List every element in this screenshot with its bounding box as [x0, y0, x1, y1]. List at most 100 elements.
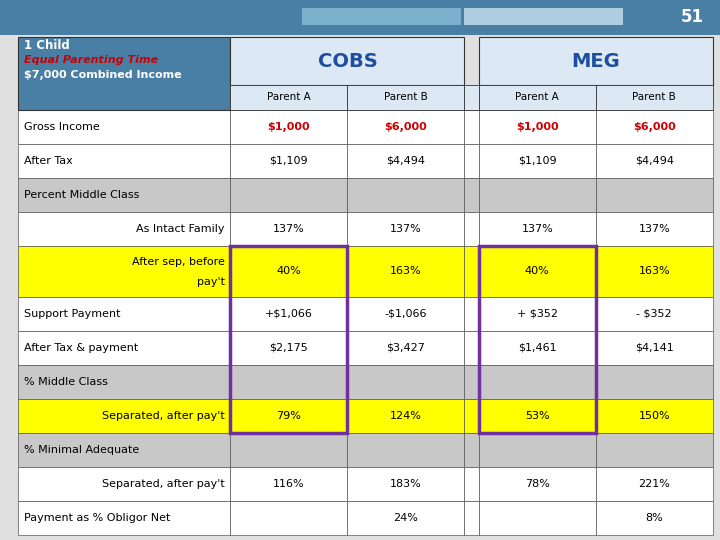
Bar	[302, 8, 461, 25]
Text: 124%: 124%	[390, 410, 422, 421]
Bar	[464, 330, 479, 365]
Bar	[230, 399, 347, 433]
Bar	[479, 178, 596, 212]
Text: 183%: 183%	[390, 478, 422, 489]
Bar	[230, 212, 347, 246]
Bar	[230, 296, 347, 330]
Bar	[479, 246, 596, 296]
Bar	[479, 144, 596, 178]
Bar	[479, 501, 596, 535]
Bar	[18, 212, 230, 246]
Bar	[347, 296, 464, 330]
Bar	[596, 399, 713, 433]
Bar	[596, 467, 713, 501]
Bar	[230, 467, 347, 501]
Bar	[18, 178, 230, 212]
Bar	[479, 85, 596, 110]
Bar	[230, 364, 347, 399]
Text: % Middle Class: % Middle Class	[24, 376, 107, 387]
Bar	[347, 144, 464, 178]
Bar	[347, 399, 464, 433]
Text: 163%: 163%	[390, 266, 422, 276]
Bar	[596, 433, 713, 467]
Bar	[18, 467, 230, 501]
Bar	[18, 330, 230, 365]
Text: % Minimal Adequate: % Minimal Adequate	[24, 444, 139, 455]
Bar	[0, 0, 720, 35]
Text: Gross Income: Gross Income	[24, 122, 99, 132]
Text: -$1,066: -$1,066	[384, 309, 427, 319]
Bar	[18, 296, 230, 330]
Text: 53%: 53%	[525, 410, 549, 421]
Text: Percent Middle Class: Percent Middle Class	[24, 190, 139, 200]
Bar	[230, 85, 347, 110]
Text: As Intact Family: As Intact Family	[136, 224, 225, 234]
Bar	[464, 8, 623, 25]
Bar	[479, 296, 596, 330]
Bar	[18, 144, 230, 178]
Bar	[230, 433, 347, 467]
Text: Payment as % Obligor Net: Payment as % Obligor Net	[24, 512, 170, 523]
Text: 24%: 24%	[393, 512, 418, 523]
Bar	[479, 433, 596, 467]
Text: Parent A: Parent A	[267, 92, 311, 102]
Text: $4,141: $4,141	[635, 342, 674, 353]
Bar	[596, 364, 713, 399]
Bar	[230, 37, 464, 85]
Bar	[596, 144, 713, 178]
Bar	[347, 85, 464, 110]
Text: pay't: pay't	[197, 278, 225, 287]
Text: $1,109: $1,109	[269, 156, 308, 166]
Text: - $352: - $352	[636, 309, 672, 319]
Bar	[464, 467, 479, 501]
Text: 78%: 78%	[525, 478, 550, 489]
Bar	[464, 212, 479, 246]
Bar	[230, 178, 347, 212]
Bar	[464, 110, 479, 144]
Text: MEG: MEG	[572, 51, 620, 71]
Text: 116%: 116%	[273, 478, 305, 489]
Bar	[347, 330, 464, 365]
Bar	[347, 501, 464, 535]
Text: $6,000: $6,000	[384, 122, 427, 132]
Bar	[347, 110, 464, 144]
Bar	[18, 37, 230, 110]
Bar	[464, 399, 479, 433]
Bar	[18, 501, 230, 535]
Text: Parent B: Parent B	[384, 92, 428, 102]
Text: After Tax & payment: After Tax & payment	[24, 342, 138, 353]
Text: Equal Parenting Time: Equal Parenting Time	[24, 55, 158, 65]
Text: 221%: 221%	[639, 478, 670, 489]
Text: Parent B: Parent B	[632, 92, 676, 102]
Bar	[596, 501, 713, 535]
Text: $7,000 Combined Income: $7,000 Combined Income	[24, 70, 181, 80]
Bar	[479, 467, 596, 501]
Bar	[230, 501, 347, 535]
Text: Separated, after pay't: Separated, after pay't	[102, 410, 225, 421]
Text: 8%: 8%	[645, 512, 663, 523]
Text: Separated, after pay't: Separated, after pay't	[102, 478, 225, 489]
Bar	[18, 246, 230, 296]
Bar	[347, 467, 464, 501]
Bar	[347, 178, 464, 212]
Bar	[230, 330, 347, 365]
Text: $1,109: $1,109	[518, 156, 557, 166]
Text: Support Payment: Support Payment	[24, 309, 120, 319]
Bar	[230, 110, 347, 144]
Bar	[479, 330, 596, 365]
Bar	[464, 178, 479, 212]
Bar	[347, 212, 464, 246]
Text: 51: 51	[681, 8, 704, 26]
Bar	[479, 364, 596, 399]
Bar	[18, 399, 230, 433]
Bar	[596, 178, 713, 212]
Bar	[596, 85, 713, 110]
Text: $3,427: $3,427	[387, 342, 426, 353]
Text: 137%: 137%	[390, 224, 422, 234]
Bar	[464, 364, 479, 399]
Bar	[479, 37, 713, 85]
Bar	[596, 330, 713, 365]
Bar	[464, 296, 479, 330]
Bar	[464, 433, 479, 467]
Text: 40%: 40%	[276, 266, 301, 276]
